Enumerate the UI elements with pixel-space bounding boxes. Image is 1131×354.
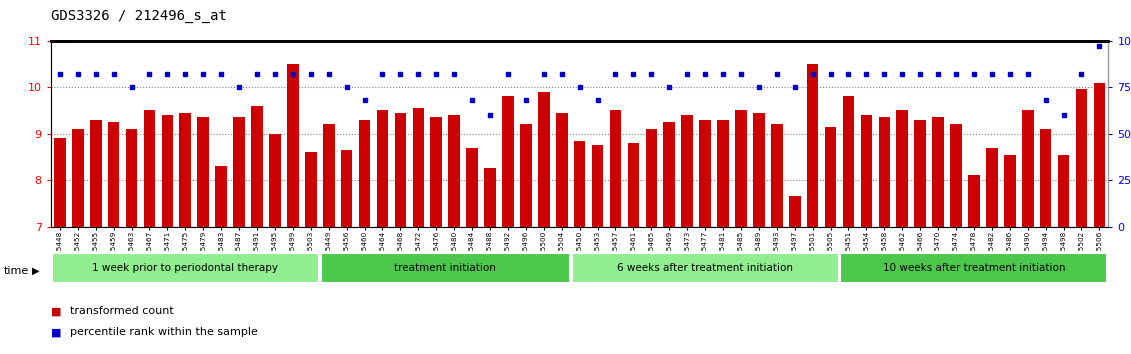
Bar bbox=[305, 152, 317, 227]
Bar bbox=[840, 253, 1107, 283]
Bar bbox=[321, 253, 570, 283]
Bar bbox=[180, 113, 191, 227]
Bar bbox=[520, 124, 532, 227]
Bar bbox=[771, 124, 783, 227]
Bar bbox=[824, 127, 837, 227]
Bar bbox=[162, 115, 173, 227]
Bar bbox=[717, 120, 728, 227]
Bar bbox=[198, 118, 209, 227]
Bar bbox=[879, 118, 890, 227]
Bar bbox=[932, 118, 944, 227]
Bar bbox=[1076, 90, 1087, 227]
Bar bbox=[395, 113, 406, 227]
Text: percentile rank within the sample: percentile rank within the sample bbox=[70, 327, 258, 337]
Bar bbox=[1057, 155, 1070, 227]
Bar bbox=[72, 129, 84, 227]
Bar bbox=[126, 129, 137, 227]
Bar bbox=[484, 169, 495, 227]
Bar bbox=[269, 133, 280, 227]
Bar bbox=[466, 148, 478, 227]
Bar bbox=[914, 120, 926, 227]
Bar bbox=[1004, 155, 1016, 227]
Bar bbox=[215, 166, 227, 227]
Bar bbox=[592, 145, 603, 227]
Text: ■: ■ bbox=[51, 306, 61, 316]
Bar bbox=[897, 110, 908, 227]
Bar bbox=[571, 253, 838, 283]
Text: 6 weeks after treatment initiation: 6 weeks after treatment initiation bbox=[618, 263, 793, 273]
Bar bbox=[610, 110, 621, 227]
Bar bbox=[1022, 110, 1034, 227]
Bar bbox=[699, 120, 711, 227]
Text: 10 weeks after treatment initiation: 10 weeks after treatment initiation bbox=[882, 263, 1065, 273]
Text: 1 week prior to periodontal therapy: 1 week prior to periodontal therapy bbox=[93, 263, 278, 273]
Bar bbox=[89, 120, 102, 227]
Bar bbox=[52, 253, 319, 283]
Bar bbox=[573, 141, 586, 227]
Bar bbox=[986, 148, 998, 227]
Bar bbox=[287, 64, 299, 227]
Bar bbox=[359, 120, 370, 227]
Bar bbox=[556, 113, 568, 227]
Bar bbox=[144, 110, 155, 227]
Bar bbox=[628, 143, 639, 227]
Bar bbox=[107, 122, 120, 227]
Bar bbox=[1039, 129, 1052, 227]
Bar bbox=[502, 96, 513, 227]
Bar bbox=[431, 118, 442, 227]
Bar bbox=[806, 64, 819, 227]
Bar bbox=[753, 113, 765, 227]
Bar bbox=[968, 176, 979, 227]
Bar bbox=[789, 196, 801, 227]
Bar bbox=[861, 115, 872, 227]
Bar bbox=[843, 96, 854, 227]
Bar bbox=[664, 122, 675, 227]
Bar bbox=[340, 150, 353, 227]
Text: ■: ■ bbox=[51, 327, 61, 337]
Bar bbox=[413, 108, 424, 227]
Bar bbox=[735, 110, 746, 227]
Bar bbox=[646, 129, 657, 227]
Bar bbox=[322, 124, 335, 227]
Bar bbox=[681, 115, 693, 227]
Bar bbox=[377, 110, 388, 227]
Text: treatment initiation: treatment initiation bbox=[395, 263, 497, 273]
Bar bbox=[448, 115, 460, 227]
Bar bbox=[538, 92, 550, 227]
Bar bbox=[950, 124, 961, 227]
Text: time: time bbox=[3, 266, 28, 276]
Bar bbox=[1094, 82, 1105, 227]
Text: GDS3326 / 212496_s_at: GDS3326 / 212496_s_at bbox=[51, 9, 227, 23]
Text: ▶: ▶ bbox=[32, 266, 40, 276]
Bar bbox=[54, 138, 66, 227]
Text: transformed count: transformed count bbox=[70, 306, 174, 316]
Bar bbox=[233, 118, 245, 227]
Bar bbox=[251, 106, 262, 227]
